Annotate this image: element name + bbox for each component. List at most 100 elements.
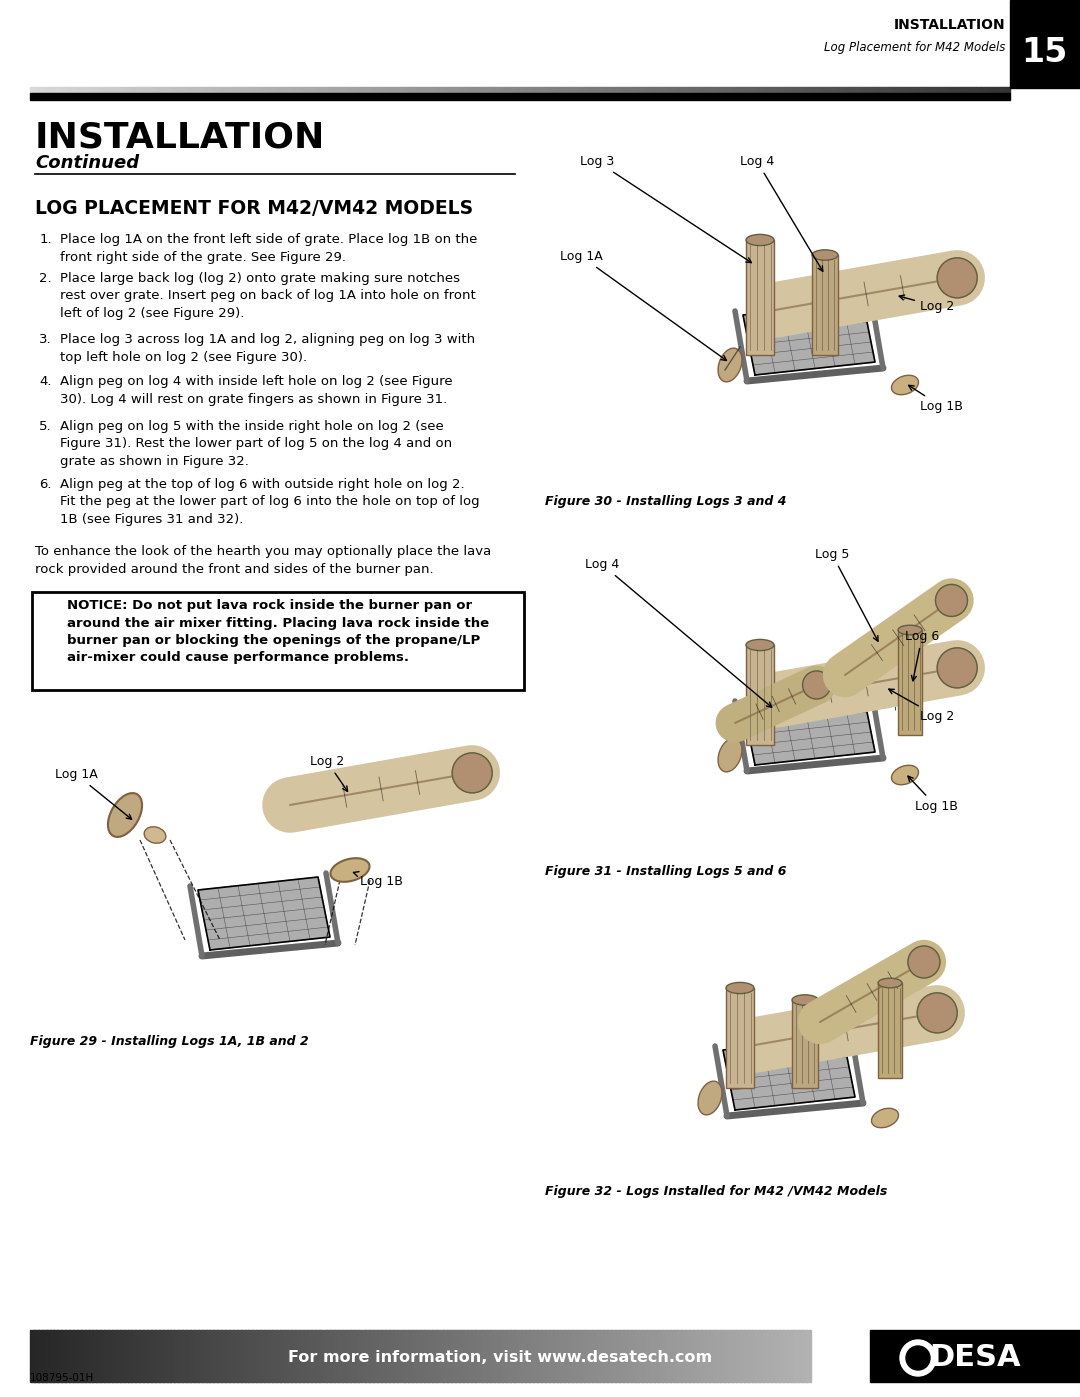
- Bar: [635, 1330, 639, 1382]
- Bar: [407, 87, 413, 94]
- Text: Figure 30 - Installing Logs 3 and 4: Figure 30 - Installing Logs 3 and 4: [545, 496, 786, 509]
- Bar: [323, 1330, 327, 1382]
- Bar: [623, 87, 627, 94]
- Bar: [377, 1330, 382, 1382]
- Bar: [451, 87, 457, 94]
- Bar: [545, 880, 1055, 1171]
- Ellipse shape: [144, 827, 166, 844]
- Bar: [266, 87, 270, 94]
- Bar: [422, 87, 427, 94]
- Bar: [819, 87, 824, 94]
- Ellipse shape: [330, 858, 369, 882]
- Bar: [732, 1330, 737, 1382]
- Bar: [517, 1330, 523, 1382]
- Bar: [202, 1330, 206, 1382]
- Bar: [108, 87, 113, 94]
- Bar: [44, 87, 50, 94]
- Bar: [178, 1330, 184, 1382]
- Bar: [152, 87, 158, 94]
- Bar: [197, 87, 202, 94]
- Bar: [580, 1330, 584, 1382]
- Text: Figure 31 - Installing Logs 5 and 6: Figure 31 - Installing Logs 5 and 6: [545, 866, 786, 879]
- Bar: [444, 1330, 448, 1382]
- Bar: [888, 87, 892, 94]
- Text: Align peg at the top of log 6 with outside right hole on log 2.
Fit the peg at t: Align peg at the top of log 6 with outsi…: [60, 478, 480, 527]
- Bar: [936, 87, 942, 94]
- Bar: [583, 87, 589, 94]
- Bar: [30, 710, 510, 1020]
- Bar: [118, 87, 123, 94]
- Circle shape: [906, 1345, 930, 1370]
- Bar: [166, 1330, 172, 1382]
- Bar: [746, 240, 774, 355]
- Bar: [765, 87, 770, 94]
- Bar: [474, 1330, 480, 1382]
- Bar: [704, 1330, 710, 1382]
- Bar: [775, 1330, 780, 1382]
- Bar: [568, 1330, 573, 1382]
- Bar: [40, 87, 44, 94]
- Bar: [120, 1330, 124, 1382]
- Bar: [416, 1330, 421, 1382]
- Bar: [285, 87, 289, 94]
- Bar: [50, 1330, 54, 1382]
- Bar: [354, 1330, 359, 1382]
- Bar: [619, 1330, 624, 1382]
- Bar: [799, 87, 805, 94]
- Bar: [740, 1330, 745, 1382]
- Bar: [662, 1330, 666, 1382]
- Bar: [275, 1330, 281, 1382]
- Bar: [956, 87, 961, 94]
- Bar: [143, 87, 148, 94]
- Bar: [404, 1330, 409, 1382]
- Bar: [674, 1330, 678, 1382]
- Bar: [79, 87, 84, 94]
- Bar: [451, 1330, 456, 1382]
- Text: Log 2: Log 2: [310, 754, 348, 792]
- Bar: [553, 1330, 557, 1382]
- Ellipse shape: [726, 982, 754, 993]
- Bar: [420, 1330, 424, 1382]
- Bar: [595, 1330, 600, 1382]
- Bar: [878, 983, 902, 1078]
- Bar: [731, 87, 735, 94]
- Bar: [172, 87, 177, 94]
- Polygon shape: [743, 302, 875, 374]
- Bar: [882, 87, 888, 94]
- Bar: [697, 1330, 702, 1382]
- Bar: [389, 1330, 394, 1382]
- Bar: [374, 1330, 378, 1382]
- Bar: [505, 87, 510, 94]
- Bar: [84, 1330, 90, 1382]
- Bar: [77, 1330, 82, 1382]
- Bar: [408, 1330, 414, 1382]
- Bar: [873, 87, 878, 94]
- Bar: [638, 1330, 644, 1382]
- Bar: [264, 1330, 269, 1382]
- Text: 4.: 4.: [40, 374, 52, 388]
- Bar: [123, 87, 129, 94]
- Bar: [805, 87, 809, 94]
- Text: Log 6: Log 6: [905, 630, 940, 680]
- Bar: [755, 1330, 760, 1382]
- Bar: [812, 256, 838, 355]
- Bar: [735, 87, 741, 94]
- Bar: [535, 87, 540, 94]
- Bar: [342, 1330, 347, 1382]
- Bar: [556, 1330, 562, 1382]
- Text: 108795-01H: 108795-01H: [30, 1373, 94, 1383]
- Text: Log 2: Log 2: [900, 295, 955, 313]
- Text: Log 3: Log 3: [580, 155, 752, 263]
- Bar: [292, 1330, 296, 1382]
- Bar: [216, 87, 221, 94]
- Text: Log 1B: Log 1B: [908, 386, 963, 414]
- Bar: [545, 510, 1055, 849]
- Bar: [428, 1330, 433, 1382]
- Bar: [94, 87, 98, 94]
- Text: To enhance the look of the hearth you may optionally place the lava
rock provide: To enhance the look of the hearth you ma…: [35, 545, 491, 576]
- Bar: [193, 1330, 199, 1382]
- Bar: [213, 1330, 218, 1382]
- Bar: [701, 87, 706, 94]
- Bar: [789, 87, 795, 94]
- Bar: [701, 1330, 705, 1382]
